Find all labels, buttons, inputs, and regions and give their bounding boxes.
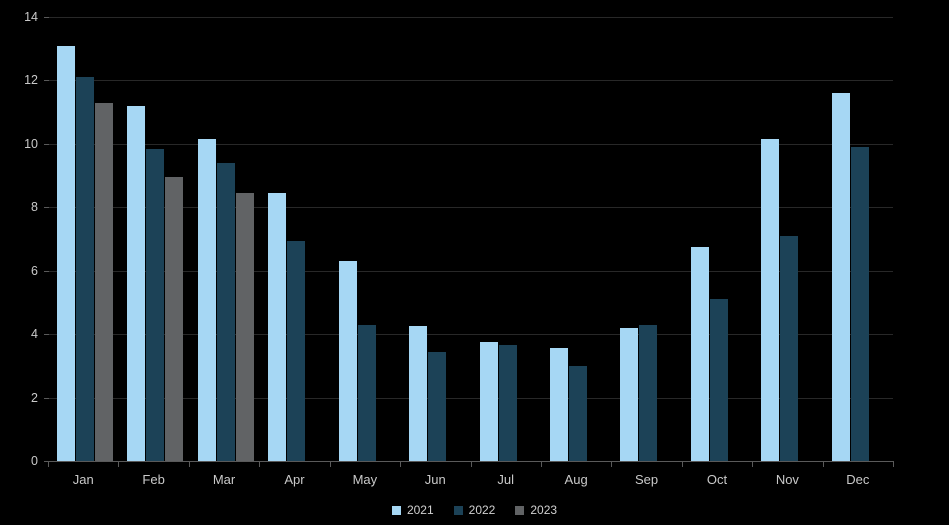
y-axis-tick-label: 6 <box>31 263 38 278</box>
x-axis-line <box>48 461 894 462</box>
bar-2021-feb <box>127 105 145 461</box>
x-axis-tick-mark <box>48 462 49 467</box>
gridline-y-6 <box>48 270 893 272</box>
bar-2022-oct <box>710 299 728 461</box>
bar-2021-sep <box>620 327 638 461</box>
x-axis-label-apr: Apr <box>284 472 305 487</box>
y-axis-tick-mark <box>44 334 49 336</box>
x-axis-label-jul: Jul <box>497 472 515 487</box>
x-axis-label-sep: Sep <box>634 472 659 487</box>
y-axis-tick-mark <box>44 143 49 145</box>
bar-2022-jul <box>499 345 517 461</box>
x-axis-label-mar: Mar <box>212 472 236 487</box>
x-axis-tick-mark <box>118 462 119 467</box>
y-axis-tick-mark <box>44 397 49 399</box>
y-axis-tick-label: 4 <box>31 327 38 342</box>
bar-2021-nov <box>761 139 779 461</box>
bar-2021-may <box>339 261 357 461</box>
gridline-y-14 <box>48 17 893 18</box>
bar-2022-dec <box>851 147 869 461</box>
gridline-y-12 <box>48 80 893 82</box>
bar-2022-sep <box>639 324 657 461</box>
x-axis-tick-mark <box>471 462 472 467</box>
x-axis-label-aug: Aug <box>564 472 588 487</box>
bar-2022-jun <box>428 351 446 461</box>
x-axis-tick-mark <box>330 462 331 467</box>
bar-2021-jan <box>57 45 75 461</box>
bar-2022-may <box>358 324 376 461</box>
bar-2021-apr <box>268 193 286 461</box>
bar-2023-feb <box>165 177 183 461</box>
gridline-y-8 <box>48 207 893 209</box>
x-axis-tick-mark <box>893 462 894 467</box>
bar-2023-mar <box>236 193 254 461</box>
y-axis-tick-label: 10 <box>24 136 38 151</box>
y-axis-tick-mark <box>44 80 49 82</box>
y-axis-tick-label: 12 <box>24 73 38 88</box>
legend-swatch-icon <box>453 505 463 515</box>
bar-2021-dec <box>832 93 850 461</box>
bar-2022-feb <box>146 148 164 461</box>
gridline-y-2 <box>48 397 893 399</box>
chart-legend: 2021 2022 2023 <box>0 501 949 519</box>
x-axis-label-nov: Nov <box>775 472 799 487</box>
x-axis-label-feb: Feb <box>142 472 165 487</box>
gridline-y-4 <box>48 334 893 336</box>
x-axis-label-jun: Jun <box>424 472 446 487</box>
x-axis-tick-mark <box>259 462 260 467</box>
y-axis-tick-label: 8 <box>31 200 38 215</box>
y-axis-tick-mark <box>44 270 49 272</box>
bar-2022-apr <box>287 240 305 461</box>
x-axis-tick-mark <box>400 462 401 467</box>
legend-item-2021: 2021 <box>391 503 434 517</box>
legend-swatch-icon <box>515 505 525 515</box>
x-axis-tick-mark <box>823 462 824 467</box>
y-axis-tick-label: 0 <box>31 454 38 468</box>
y-axis-tick-mark <box>44 461 49 462</box>
legend-label: 2022 <box>468 503 496 517</box>
x-axis-label-may: May <box>352 472 378 487</box>
bar-2021-jul <box>480 342 498 461</box>
bar-2023-jan <box>95 102 113 461</box>
bar-2021-mar <box>198 139 216 461</box>
bar-2022-mar <box>217 162 235 461</box>
legend-item-2022: 2022 <box>453 503 496 517</box>
legend-label: 2021 <box>406 503 434 517</box>
bar-2022-nov <box>780 235 798 461</box>
x-axis-tick-mark <box>752 462 753 467</box>
y-axis-tick-mark <box>44 207 49 209</box>
legend-swatch-icon <box>391 505 401 515</box>
legend-item-2023: 2023 <box>515 503 557 517</box>
x-axis-tick-mark <box>541 462 542 467</box>
x-axis-label-jan: Jan <box>72 472 94 487</box>
y-axis-tick-mark <box>44 17 49 18</box>
x-axis-tick-mark <box>611 462 612 467</box>
gridline-y-10 <box>48 143 893 145</box>
bar-2021-jun <box>409 326 427 461</box>
bar-2021-oct <box>691 246 709 461</box>
bar-2021-aug <box>550 348 568 461</box>
y-axis-tick-label: 14 <box>24 10 38 24</box>
x-axis-label-oct: Oct <box>706 472 728 487</box>
x-axis-label-dec: Dec <box>846 472 870 487</box>
x-axis-tick-mark <box>189 462 190 467</box>
bar-2022-jan <box>76 77 94 461</box>
legend-label: 2023 <box>530 503 558 517</box>
x-axis-tick-mark <box>682 462 683 467</box>
y-axis-tick-label: 2 <box>31 390 38 405</box>
bar-2022-aug <box>569 365 587 461</box>
